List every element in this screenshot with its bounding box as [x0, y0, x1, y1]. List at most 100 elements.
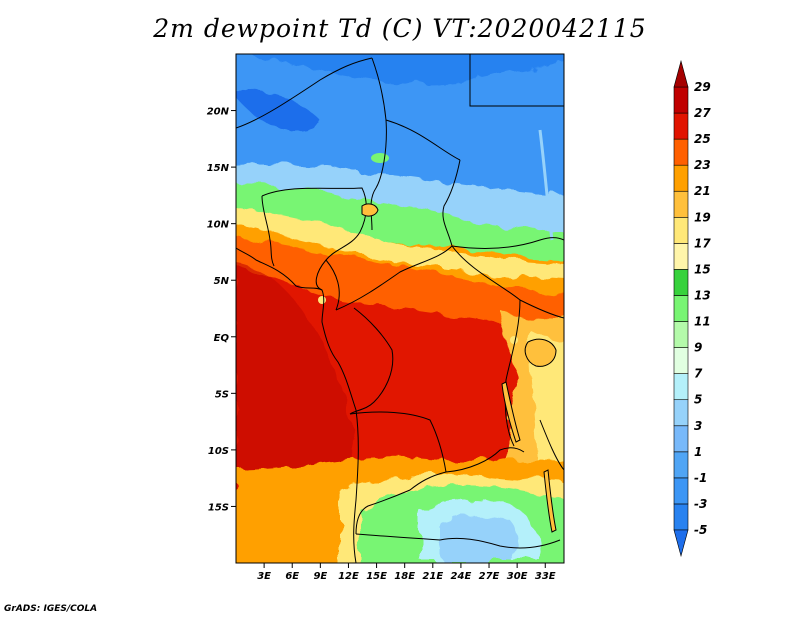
field-east-highlands2: [530, 330, 564, 500]
border-algeria-mali: [236, 57, 373, 129]
border-tanzania: [519, 299, 564, 319]
colorbar-label: 17: [694, 236, 711, 250]
map-axes: 3E 6E 9E 12E 15E 18E 21E 24E 27E 30E 33E 20N 15N 10N 5…: [207, 107, 556, 582]
colorbar-label: 15: [694, 262, 711, 276]
colorbar-label: -1: [694, 471, 707, 485]
colorbar-label: -3: [694, 497, 707, 511]
colorbar-swatch-13: [673, 164, 689, 192]
colorbar-swatch-7: [673, 321, 689, 348]
field-sahara-deep2: [236, 90, 320, 130]
colorbar-swatch-2: [673, 451, 689, 479]
x-tick-label: 33E: [535, 571, 556, 582]
border-cameroon: [325, 259, 340, 311]
field-sahel-yellow: [236, 206, 564, 280]
colorbar-swatch-8: [673, 295, 689, 322]
border-angola-drc: [349, 411, 447, 473]
x-tick-label: 15E: [366, 571, 387, 582]
border-chad-sudan: [442, 159, 461, 247]
colorbar-label: 3: [694, 419, 702, 433]
y-tick-label: 15S: [208, 502, 229, 513]
border-benin-togo: [261, 195, 275, 267]
lake-tanganyika: [501, 381, 521, 443]
country-borders: [236, 54, 564, 563]
colorbar-swatch-11: [673, 216, 689, 244]
y-tick-label: 15N: [207, 163, 230, 174]
colorbar-label: 1: [694, 445, 702, 459]
colorbar-swatch-16: [673, 86, 689, 114]
border-zambia-south: [439, 537, 561, 549]
border-angola-zambia: [355, 471, 447, 535]
plot-frame: [235, 53, 565, 564]
colorbar-label: 7: [694, 367, 703, 381]
x-tick-label: 27E: [479, 571, 500, 582]
x-tick-label: 6E: [285, 571, 299, 582]
lakes: [361, 203, 557, 533]
colorbar-min-arrow: [673, 529, 689, 558]
border-egypt-sudan: [469, 54, 564, 107]
border-east-misc: [539, 419, 564, 471]
field-sahara-deep: [248, 54, 564, 84]
y-tick-label: 5N: [214, 276, 230, 287]
field-sahel-green: [236, 183, 564, 263]
colorbar-label: 21: [694, 184, 711, 198]
colorbar-label: 19: [694, 210, 711, 224]
border-zambia-drc: [445, 447, 525, 473]
border-nigeria: [261, 187, 367, 291]
x-tick-label: 12E: [338, 571, 359, 582]
colorbar-label: -5: [694, 523, 707, 537]
colorbar-swatch-3: [673, 425, 689, 453]
colorbar-label: 11: [694, 315, 711, 329]
colorbar-label: 25: [694, 132, 711, 146]
x-tick-label: 21E: [422, 571, 443, 582]
y-tick-label: 10N: [207, 220, 230, 231]
x-tick-label: 24E: [451, 571, 472, 582]
colorbar-swatch-10: [673, 243, 689, 270]
colorbar-swatch-5: [673, 373, 689, 401]
field-rwenzori: [510, 336, 518, 344]
border-congo-drc: [349, 307, 394, 415]
field-south-blue: [440, 514, 518, 560]
y-tick-label: EQ: [214, 333, 230, 344]
border-car: [335, 245, 453, 311]
colorbar-swatch-14: [673, 138, 689, 166]
x-tick-label: 3E: [257, 571, 271, 582]
y-tick-label: 5S: [215, 389, 229, 400]
lake-malawi: [543, 469, 557, 533]
y-tick-label: 10S: [208, 446, 229, 457]
colorbar-swatch-12: [673, 190, 689, 218]
colorbar-swatch-9: [673, 269, 689, 296]
field-redsea-strip: [538, 129, 554, 241]
lake-chad: [361, 203, 379, 217]
coastline-west-africa: [236, 247, 359, 563]
border-namibia: [355, 533, 441, 541]
colorbar-swatch-6: [673, 347, 689, 374]
colorbar-swatch-0: [673, 503, 689, 531]
colorbar-max-arrow: [673, 59, 689, 88]
field-sahel-light: [236, 165, 564, 234]
colorbar-label: 29: [694, 80, 711, 94]
colorbar-label: 9: [694, 341, 702, 355]
field-ahaggar-blob: [371, 153, 389, 163]
colorbar-swatch-15: [673, 112, 689, 140]
colorbar-swatch-1: [673, 477, 689, 505]
credit-text: GrADS: IGES/COLA: [4, 604, 98, 614]
colorbar-label: 5: [694, 393, 702, 407]
x-tick-label: 30E: [507, 571, 528, 582]
field-gulf-deep: [236, 262, 354, 520]
colorbar-label: 13: [694, 288, 711, 302]
field-cameroon-peak: [318, 296, 326, 304]
colorbar-label: 27: [694, 106, 711, 120]
colorbar-swatch-4: [673, 399, 689, 427]
field-layer: [236, 54, 564, 563]
border-drc-east: [451, 245, 521, 447]
map-title: 2m dewpoint Td (C) VT:2020042115: [153, 14, 647, 43]
lake-victoria: [524, 338, 557, 367]
y-tick-label: 20N: [207, 107, 230, 118]
border-libya-chad: [385, 119, 461, 161]
border-sudan-ssudan: [451, 237, 564, 249]
x-tick-label: 18E: [394, 571, 415, 582]
colorbar-label: 23: [694, 158, 711, 172]
field-southwest-light: [236, 517, 330, 563]
